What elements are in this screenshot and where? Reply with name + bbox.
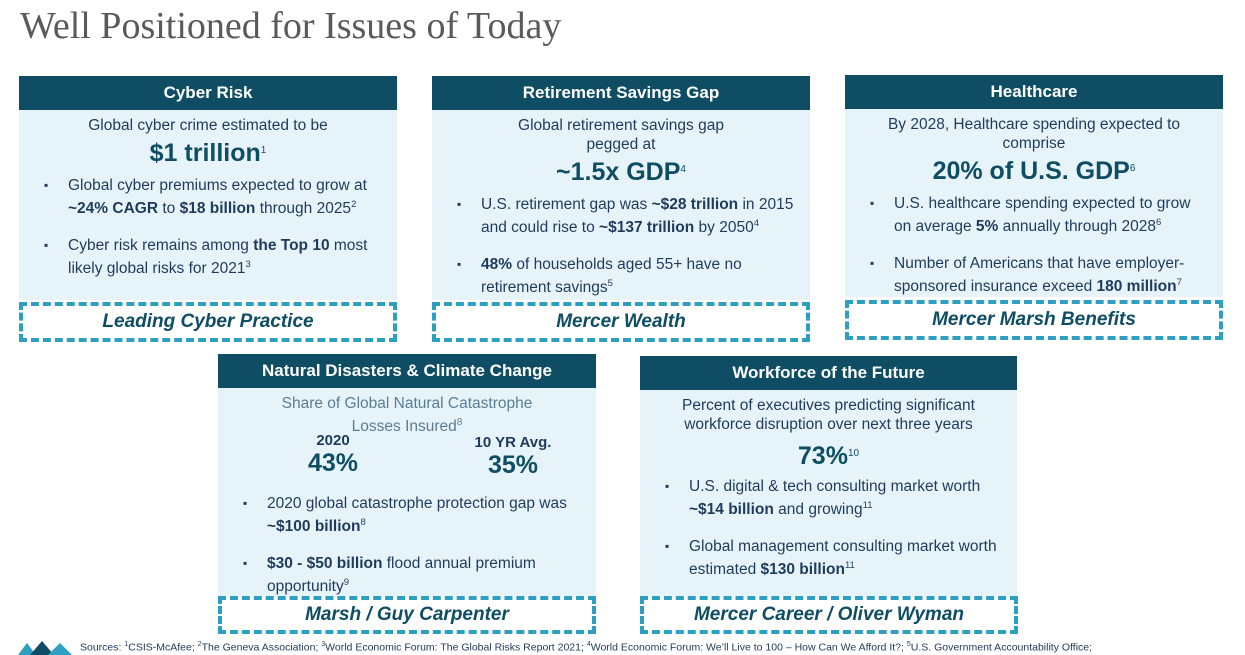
sources-footnote: Sources: 1CSIS-McAfee; 2The Geneva Assoc… xyxy=(80,641,1093,654)
stat-10yr-avg: 10 YR Avg. 35% xyxy=(474,434,552,480)
card-header: Natural Disasters & Climate Change xyxy=(218,354,596,388)
card-healthcare: Healthcare By 2028, Healthcare spending … xyxy=(845,75,1223,297)
card-cyber-risk: Cyber Risk Global cyber crime estimated … xyxy=(19,76,397,300)
bullet-item: ▪ Number of Americans that have employer-… xyxy=(870,255,1185,296)
practice-label-workforce: Mercer Career / Oliver Wyman xyxy=(640,596,1018,634)
bullet-item: ▪ Cyber risk remains among the Top 10 mos… xyxy=(44,237,368,278)
card-intro: By 2028, Healthcare spending expected to… xyxy=(887,116,1181,152)
card-workforce-future: Workforce of the Future Percent of execu… xyxy=(640,356,1017,596)
mmc-logo-icon xyxy=(18,641,72,655)
card-body: Global retirement savings gap pegged at … xyxy=(432,110,810,300)
card-header: Workforce of the Future xyxy=(640,356,1017,390)
practice-label-healthcare: Mercer Marsh Benefits xyxy=(845,300,1223,340)
bullet-item: ▪ $30 - $50 billion flood annual premium … xyxy=(243,555,536,596)
card-header: Cyber Risk xyxy=(19,76,397,110)
bullet-item: ▪ 48% of households aged 55+ have no reti… xyxy=(457,256,742,297)
card-body: Share of Global Natural Catastrophe Loss… xyxy=(218,388,596,596)
card-body: By 2028, Healthcare spending expected to… xyxy=(845,109,1223,297)
bullet-item: ▪ 2020 global catastrophe protection gap … xyxy=(243,495,567,536)
card-intro: Share of Global Natural Catastrophe Loss… xyxy=(281,395,533,436)
card-body: Percent of executives predicting signifi… xyxy=(640,390,1017,596)
bullet-item: ▪ U.S. healthcare spending expected to gr… xyxy=(870,195,1191,236)
card-natural-disasters: Natural Disasters & Climate Change Share… xyxy=(218,354,596,596)
card-retirement-savings-gap: Retirement Savings Gap Global retirement… xyxy=(432,76,810,300)
practice-label-retirement: Mercer Wealth xyxy=(432,302,810,342)
stat-comparison: 2020 43% 10 YR Avg. 35% xyxy=(230,432,584,490)
card-header: Healthcare xyxy=(845,75,1223,109)
practice-label-climate: Marsh / Guy Carpenter xyxy=(218,596,596,634)
headline-stat: ~1.5x GDP4 xyxy=(556,158,686,186)
bullet-item: ▪ U.S. digital & tech consulting market w… xyxy=(665,478,981,519)
headline-stat: $1 trillion1 xyxy=(149,139,267,167)
card-intro: Global retirement savings gap pegged at xyxy=(518,117,724,153)
bullet-item: ▪ Global cyber premiums expected to grow … xyxy=(44,177,367,218)
headline-stat: 20% of U.S. GDP6 xyxy=(932,157,1136,185)
page-title: Well Positioned for Issues of Today xyxy=(20,5,562,47)
card-header: Retirement Savings Gap xyxy=(432,76,810,110)
practice-label-cyber: Leading Cyber Practice xyxy=(19,302,397,342)
card-body: Global cyber crime estimated to be $1 tr… xyxy=(19,110,397,300)
headline-stat: 73%10 xyxy=(797,442,860,470)
card-intro: Percent of executives predicting signifi… xyxy=(682,397,975,433)
bullet-item: ▪ U.S. retirement gap was ~$28 trillion i… xyxy=(457,196,794,237)
stat-2020: 2020 43% xyxy=(307,432,359,478)
bullet-item: ▪ Global management consulting market wor… xyxy=(665,538,997,579)
card-intro: Global cyber crime estimated to be xyxy=(88,117,328,134)
